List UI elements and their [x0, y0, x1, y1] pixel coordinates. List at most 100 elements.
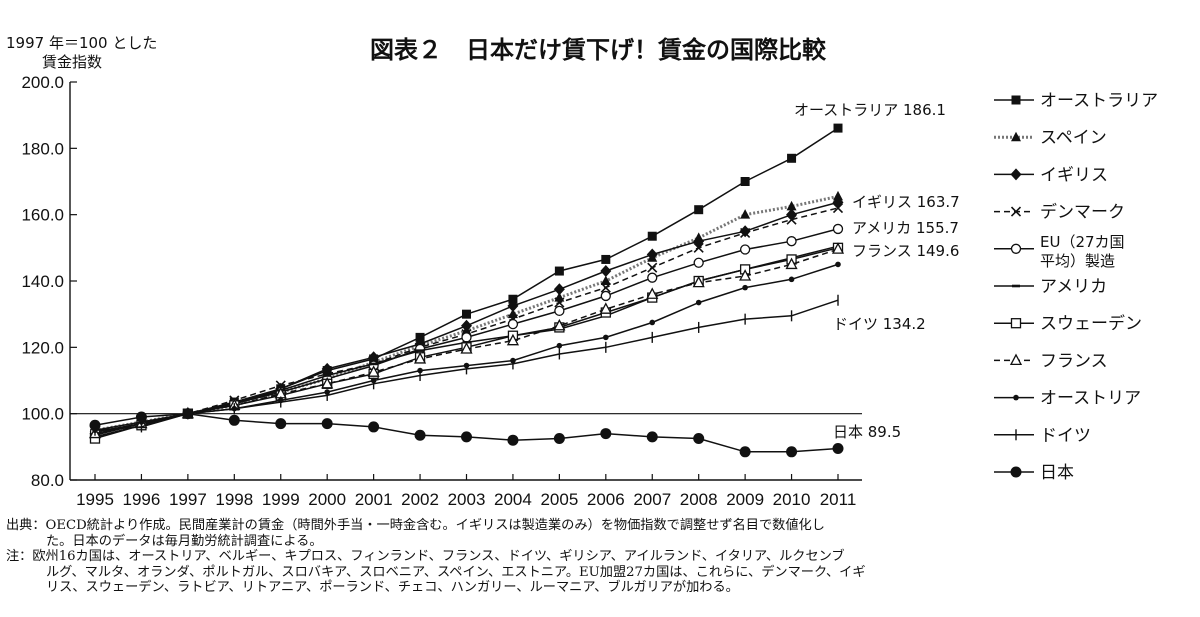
legend-label-line1: EU（27カ国 [1040, 233, 1125, 251]
data-point-日本 [135, 411, 147, 423]
data-point-オーストリア [556, 342, 563, 349]
x-tick-label: 1997 [169, 490, 207, 509]
series-ドイツ [94, 294, 839, 436]
data-point-日本 [832, 442, 844, 454]
data-point-日本 [739, 446, 751, 458]
x-tick-label: 2006 [587, 490, 625, 509]
x-tick-label: 2001 [355, 490, 393, 509]
data-point-日本 [182, 408, 194, 420]
source-note-line1: 出典：OECD統計より作成。民間産業計の賃金（時間外手当・一時金含む。イギリスは… [6, 518, 825, 533]
data-point-デンマーク [740, 227, 751, 238]
y-tick-label: 140.0 [21, 272, 64, 291]
legend-item-オーストラリア: オーストラリア [994, 91, 1158, 111]
data-point-EU27カ国平均製造 [693, 257, 704, 268]
data-point-イギリス [832, 196, 844, 209]
y-tick-label: 80.0 [31, 471, 64, 490]
y-tick-label: 100.0 [21, 405, 64, 424]
legend-label: フランス [1040, 351, 1108, 371]
data-point-デンマーク [600, 282, 611, 293]
data-point-デンマーク [786, 214, 797, 225]
legend-label: 日本 [1040, 463, 1074, 483]
data-point-スペイン [600, 275, 611, 285]
data-point-フランス [599, 302, 612, 314]
annotation-イギリス: イギリス 163.7 [852, 193, 960, 211]
data-point-デンマーク [647, 262, 658, 273]
data-point-日本 [368, 421, 380, 433]
data-point-日本 [321, 418, 333, 430]
legend-item-フランス: フランス [994, 351, 1108, 371]
data-point-オーストラリア [601, 254, 611, 264]
data-point-オーストラリア [462, 309, 471, 319]
data-point-デンマーク [554, 297, 565, 308]
data-point-イギリス [646, 248, 658, 261]
country-note-line3: リス、スウェーデン、ラトビア、リトアニア、ポーランド、チェコ、ハンガリー、ルーマ… [46, 580, 739, 595]
x-tick-label: 2010 [773, 490, 811, 509]
data-point-オーストラリア [647, 231, 657, 241]
legend-label: デンマーク [1040, 202, 1125, 223]
y-tick-label: 180.0 [21, 139, 64, 158]
legend-item-アメリカ: アメリカ [994, 277, 1107, 297]
y-axis-label-line1: 1997 年＝100 とした [6, 34, 157, 52]
data-point-オーストリア [788, 276, 795, 283]
legend-item-日本: 日本 [994, 463, 1074, 483]
y-tick-label: 160.0 [21, 206, 64, 225]
data-point-日本 [89, 419, 101, 431]
annotation-オーストラリア: オーストラリア 186.1 [794, 101, 946, 119]
legend-swatch-marker [1011, 131, 1021, 142]
data-point-フランス [831, 242, 845, 254]
data-point-フランス [460, 342, 473, 354]
data-point-フランス [321, 376, 334, 389]
data-point-オーストリア [835, 261, 841, 268]
legend-label-line2: 平均）製造 [1040, 252, 1115, 270]
data-point-EU27カ国平均製造 [832, 223, 844, 235]
data-point-フランス [646, 287, 659, 299]
data-point-日本 [693, 433, 705, 445]
legend-label: ドイツ [1040, 426, 1091, 446]
data-point-オーストリア [649, 319, 656, 326]
data-point-EU27カ国平均製造 [786, 236, 797, 247]
data-point-オーストリア [603, 334, 609, 341]
data-point-日本 [786, 446, 798, 458]
legend-item-デンマーク: デンマーク [994, 202, 1125, 223]
data-point-アメリカ [416, 349, 425, 352]
legend-item-スウェーデン: スウェーデン [994, 313, 1142, 334]
data-point-日本 [461, 431, 472, 443]
data-point-日本 [228, 414, 240, 426]
data-point-EU27カ国平均製造 [600, 290, 611, 302]
legend-label: アメリカ [1040, 277, 1107, 297]
data-point-オーストラリア [740, 177, 750, 186]
data-point-アメリカ [323, 374, 332, 377]
data-point-イギリス [507, 299, 519, 312]
annotation-フランス: フランス 149.6 [852, 242, 959, 260]
data-point-オーストラリア [694, 205, 704, 215]
data-point-アメリカ [369, 362, 378, 366]
data-point-フランス [367, 365, 380, 377]
legend-swatch-marker [1011, 95, 1021, 105]
x-tick-label: 2004 [494, 490, 532, 509]
y-tick-label: 120.0 [21, 338, 64, 357]
legend-swatch-marker [1010, 243, 1022, 254]
data-point-スペイン [740, 209, 751, 219]
y-tick-label: 200.0 [21, 73, 64, 92]
x-tick-label: 2003 [448, 490, 486, 509]
data-point-スペイン [833, 190, 843, 201]
data-point-イギリス [600, 265, 612, 278]
legend-label: オーストラリア [1040, 91, 1158, 111]
data-point-イギリス [553, 283, 565, 296]
chart-title: 図表２ 日本だけ賃下げ！賃金の国際比較 [370, 36, 827, 64]
country-note: 注：欧州16カ国は、オーストリア、ベルギー、キプロス、フィンランド、フランス、ド… [6, 549, 1196, 596]
series-フランス [88, 242, 845, 439]
data-point-オーストラリア [554, 266, 564, 276]
legend-swatch-marker [1010, 466, 1022, 478]
data-point-EU27カ国平均製造 [739, 244, 751, 255]
data-point-オーストラリア [508, 294, 518, 304]
data-point-オーストリア [695, 299, 702, 306]
y-axis-label-line2: 賃金指数 [42, 53, 102, 71]
wage-index-chart: 図表２ 日本だけ賃下げ！賃金の国際比較 1997 年＝100 とした 賃金指数 … [6, 34, 1158, 509]
legend-swatch-marker [1010, 168, 1022, 181]
data-point-フランス [506, 333, 520, 346]
data-point-EU27カ国平均製造 [461, 332, 472, 343]
legend-swatch-marker [1012, 284, 1020, 288]
legend-swatch-marker [1013, 394, 1019, 401]
